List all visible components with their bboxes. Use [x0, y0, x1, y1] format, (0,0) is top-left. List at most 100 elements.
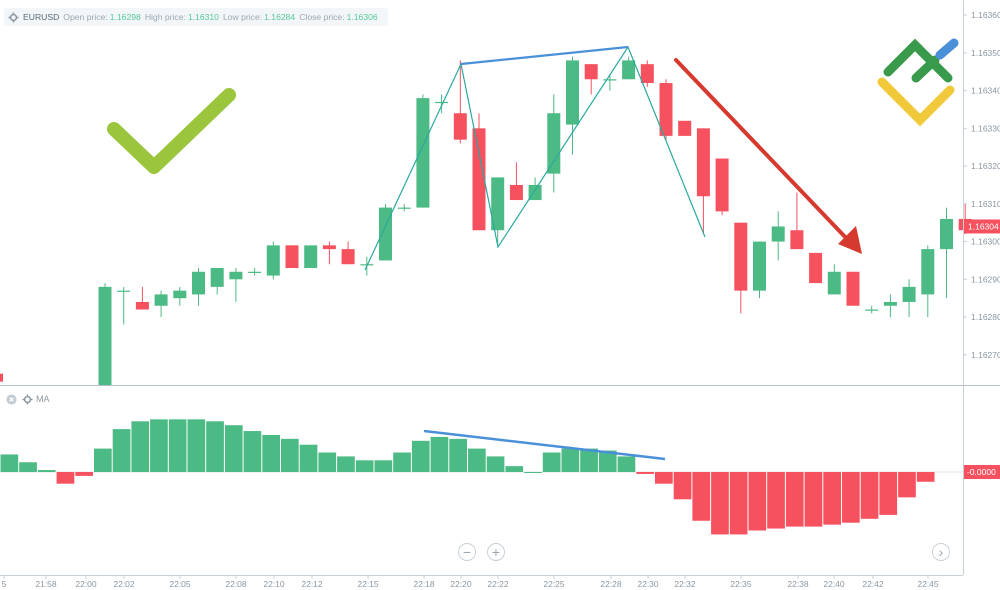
oscillator-bar	[804, 472, 823, 527]
price-tick-label: 1.16320	[971, 161, 1000, 171]
oscillator-bar	[729, 472, 748, 535]
high-label: High price:	[144, 12, 186, 22]
oscillator-bar	[598, 450, 617, 472]
price-tick-label: 1.16310	[971, 199, 1000, 209]
oscillator-trendline	[423, 429, 666, 461]
candle-body	[0, 373, 3, 382]
down-arrow-head	[838, 226, 862, 254]
oscillator-bar	[916, 472, 935, 482]
close-label: Close price:	[299, 12, 345, 22]
oscillator-bar	[767, 472, 785, 529]
candle-body	[809, 252, 823, 284]
oscillator-bar	[860, 472, 879, 519]
candle-body	[285, 245, 299, 268]
time-tick-label: 22:45	[917, 579, 939, 589]
low-value: 1.16284	[264, 12, 296, 22]
oscillator-bar	[19, 462, 37, 472]
time-tick-label: 22:12	[301, 579, 323, 589]
oscillator-bar	[337, 456, 355, 472]
price-tick-label: 1.16280	[971, 312, 1000, 322]
time-tick-label: 22:00	[75, 579, 97, 589]
candle-body	[135, 301, 149, 310]
candle-body	[229, 271, 243, 280]
time-tick-label: 22:18	[413, 579, 435, 589]
candle-body	[696, 128, 710, 197]
oscillator-bar	[224, 425, 243, 472]
candle-body	[883, 301, 897, 306]
candle-body	[865, 309, 879, 311]
oscillator-bar	[561, 448, 580, 472]
chevron-right-icon: ›	[938, 544, 944, 560]
candle-body	[379, 207, 392, 261]
oscillator-bar	[879, 472, 898, 515]
price-tick-label: 1.16290	[971, 274, 1000, 284]
oscillator-bar	[94, 448, 112, 472]
zoom-in-button[interactable]: +	[487, 543, 505, 561]
oscillator-bar	[748, 472, 767, 531]
time-tick-label: 22:30	[637, 579, 659, 589]
oscillator-bar	[262, 434, 280, 472]
oscillator-bar	[636, 472, 654, 474]
oscillator-bar	[542, 452, 561, 472]
candle-body	[509, 184, 523, 201]
open-value: 1.16298	[109, 12, 141, 22]
time-tick-label: 22:35	[730, 579, 752, 589]
candlestick-series	[0, 56, 972, 385]
candle-body	[98, 286, 112, 385]
price-tick-label: 1.16270	[971, 350, 1000, 360]
time-tick-label: 22:38	[787, 579, 809, 589]
zigzag-pattern-line	[364, 45, 706, 271]
oscillator-histogram	[0, 419, 963, 535]
gear-icon[interactable]	[6, 10, 20, 24]
oscillator-value-tag	[963, 465, 1000, 479]
candle-body	[566, 60, 579, 125]
low-label: Low price:	[222, 12, 263, 22]
oscillator-bar	[411, 440, 430, 472]
candle-body	[210, 267, 224, 287]
price-tick-label: 1.16340	[971, 86, 1000, 96]
scroll-right-button[interactable]: ›	[932, 543, 950, 561]
oscillator-bar	[524, 472, 542, 473]
oscillator-bar	[318, 452, 337, 472]
candle-body	[304, 245, 318, 268]
oscillator-bar	[580, 448, 598, 472]
close-icon[interactable]	[4, 392, 18, 406]
candle-body	[397, 207, 411, 209]
oscillator-bar	[486, 456, 505, 472]
oscillator-bar	[655, 472, 673, 484]
candle-body	[921, 249, 935, 295]
candle-body	[715, 158, 729, 212]
candle-body	[472, 128, 486, 231]
oscillator-bar	[37, 470, 56, 472]
current-price-label: 1.16304	[968, 221, 999, 231]
oscillator-bar	[299, 444, 318, 472]
time-tick-label: 22:08	[225, 579, 247, 589]
oscillator-bar	[823, 472, 841, 525]
candle-body	[266, 245, 280, 276]
oscillator-bar	[131, 421, 150, 472]
oscillator-bar	[673, 472, 692, 500]
candle-body	[771, 226, 785, 242]
zoom-out-button[interactable]: −	[458, 543, 476, 561]
oscillator-bar	[449, 438, 467, 472]
oscillator-bar	[468, 448, 486, 472]
time-tick-label: 22:42	[862, 579, 884, 589]
oscillator-bar	[374, 460, 393, 472]
oscillator-value-label: -0.0000	[967, 467, 996, 477]
oscillator-label: MA	[36, 394, 50, 404]
oscillator-bar	[617, 456, 636, 472]
oscillator-bar	[842, 472, 860, 523]
time-tick-label: 22:32	[674, 579, 696, 589]
checkmark-icon	[107, 88, 236, 174]
oscillator-bar	[692, 472, 711, 521]
gear-icon[interactable]	[20, 392, 34, 406]
high-value: 1.16310	[187, 12, 219, 22]
oscillator-bar	[430, 436, 449, 472]
oscillator-bar	[711, 472, 729, 535]
oscillator-header: MA	[4, 392, 50, 406]
candle-body	[341, 249, 355, 265]
candle-body	[453, 113, 467, 140]
candle-body	[173, 290, 187, 299]
